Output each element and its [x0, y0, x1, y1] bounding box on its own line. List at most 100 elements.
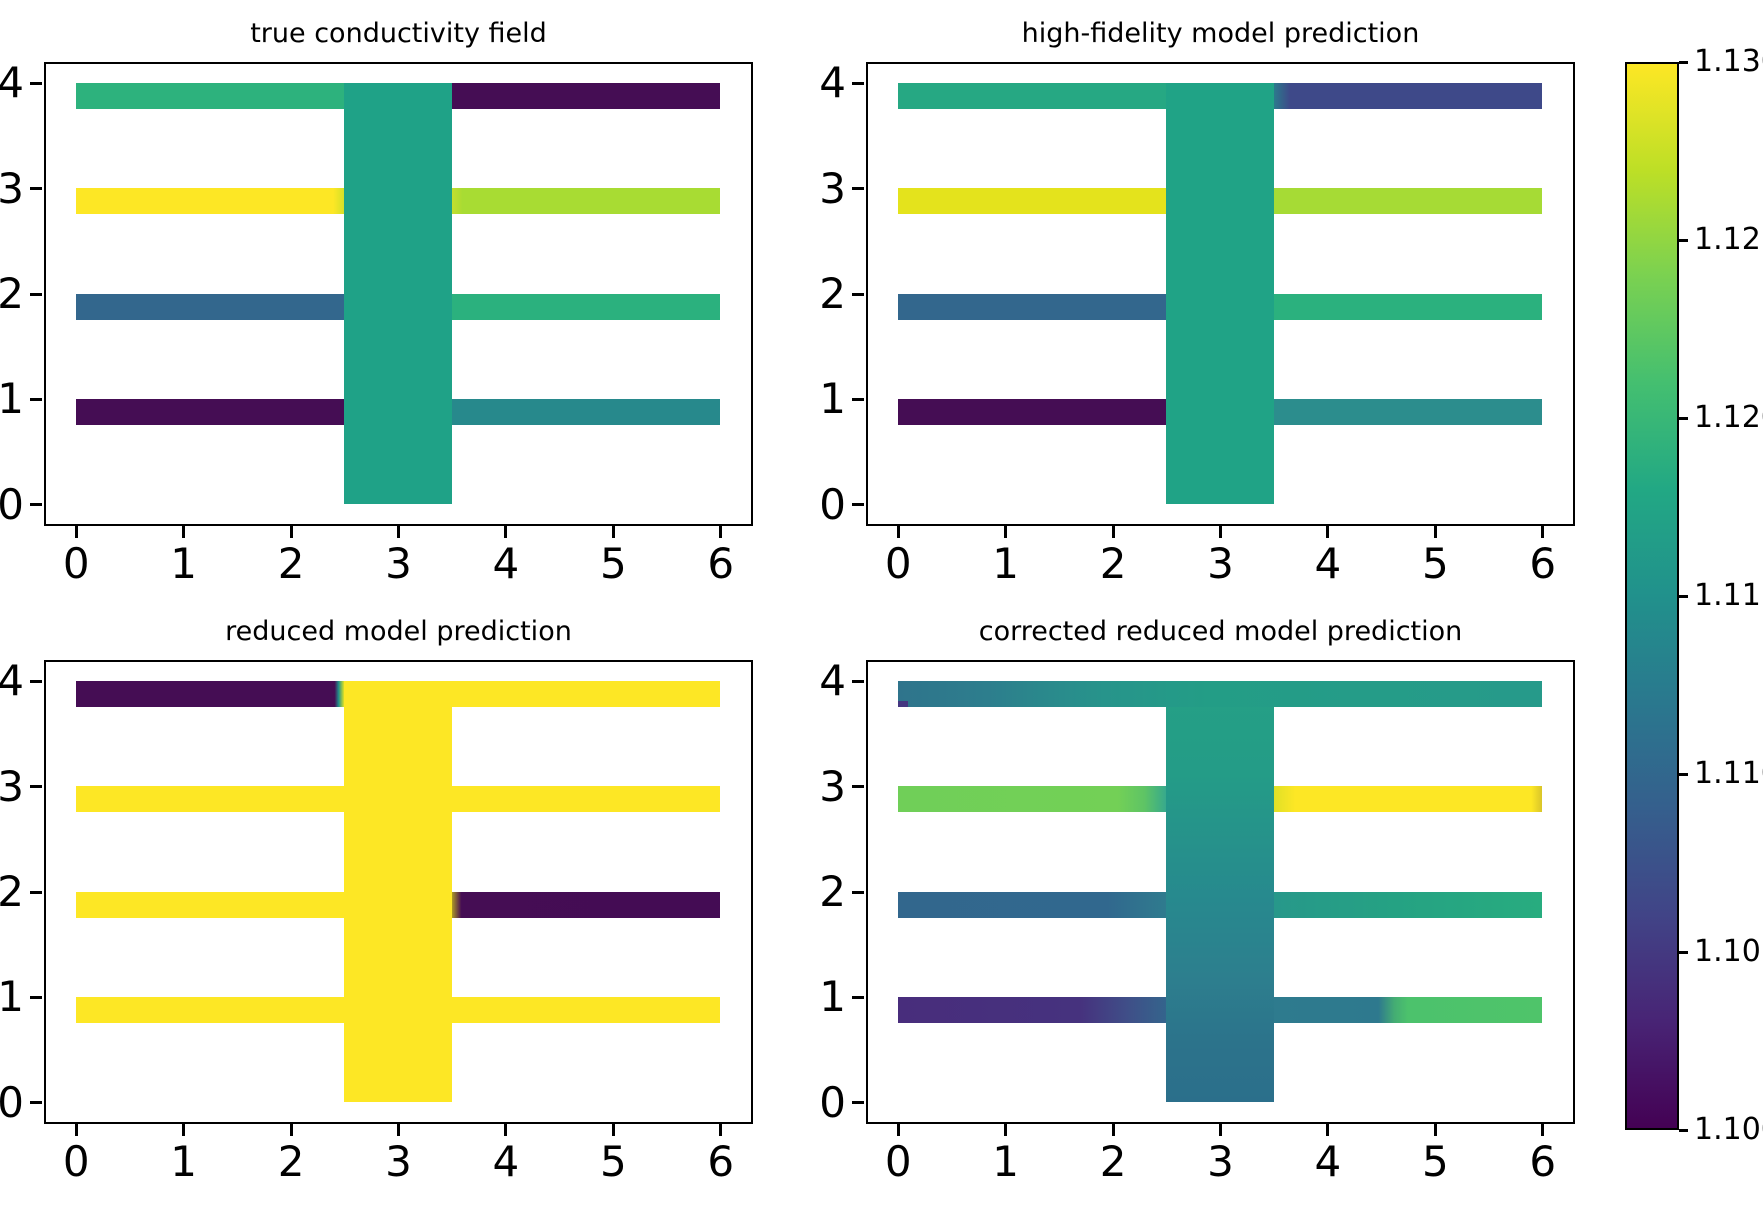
- field-segment-y4-right: [451, 82, 721, 109]
- y-tick-label: 4: [819, 58, 846, 108]
- x-tick: [611, 526, 615, 538]
- y-tick: [852, 397, 864, 401]
- x-tick-label: 0: [884, 1137, 912, 1186]
- x-tick-label: 6: [707, 539, 735, 588]
- field-segment-y4-left: [75, 680, 345, 707]
- x-tick: [1326, 1124, 1330, 1136]
- x-tick: [397, 526, 400, 538]
- field-segment-vertical-channel: [1166, 680, 1274, 1103]
- field-segment-y2-right: [451, 891, 721, 918]
- x-tick-label: 4: [1314, 1137, 1342, 1186]
- y-tick: [30, 1101, 42, 1105]
- x-tick-label: 4: [1314, 539, 1342, 588]
- x-tick: [1004, 526, 1008, 538]
- x-tick-label: 4: [492, 1137, 520, 1186]
- x-tick-label: 2: [277, 1137, 305, 1186]
- x-tick-label: 0: [62, 1137, 90, 1186]
- field-segment-y1-right: [1273, 398, 1543, 426]
- x-tick: [1219, 1124, 1222, 1136]
- x-tick: [1111, 526, 1115, 538]
- x-tick-label: 2: [277, 539, 305, 588]
- x-tick-label: 0: [884, 539, 912, 588]
- y-tick: [852, 187, 864, 191]
- y-tick: [852, 785, 864, 789]
- field-segment-y3-full: [75, 786, 721, 813]
- x-tick: [182, 1124, 186, 1136]
- x-tick-label: 1: [170, 539, 197, 588]
- field-segment-y2-left: [897, 891, 1167, 918]
- plot-area-corrected-reduced: [866, 660, 1575, 1124]
- colorbar-tick: [1679, 772, 1688, 776]
- x-tick-label: 3: [385, 539, 412, 588]
- x-tick-label: 2: [1099, 539, 1127, 588]
- colorbar-tick-label: 1.115: [1694, 578, 1763, 613]
- field-segment-y3-left: [75, 188, 345, 215]
- x-tick: [1433, 526, 1437, 538]
- x-tick-label: 4: [492, 539, 520, 588]
- x-tick: [74, 526, 78, 538]
- y-tick-label: 2: [819, 867, 846, 916]
- field-segment-y1-left: [897, 398, 1167, 426]
- field-segment-vertical-channel: [344, 82, 452, 505]
- x-tick-label: 3: [1207, 539, 1234, 588]
- field-segment-y2-right: [1273, 891, 1543, 918]
- y-tick-label: 1: [819, 972, 846, 1022]
- y-tick: [852, 81, 864, 85]
- x-tick-label: 5: [1421, 539, 1449, 588]
- y-tick: [30, 890, 42, 894]
- y-tick-label: 1: [819, 374, 846, 424]
- y-tick: [852, 679, 864, 683]
- plot-title-corrected-reduced: corrected reduced model prediction: [978, 616, 1463, 647]
- y-tick: [30, 995, 42, 999]
- y-tick-label: 3: [0, 163, 24, 213]
- field-segment-y4-right: [1273, 82, 1543, 109]
- x-tick: [1219, 526, 1222, 538]
- y-tick-label: 4: [819, 656, 846, 706]
- y-tick: [852, 995, 864, 999]
- plot-title-high-fidelity: high-fidelity model prediction: [1021, 18, 1420, 49]
- y-tick-label: 2: [0, 867, 24, 916]
- y-tick-label: 0: [819, 479, 846, 529]
- field-segment-y1-full: [75, 996, 721, 1024]
- field-segment-vertical-channel: [1166, 82, 1274, 505]
- y-tick-label: 3: [819, 163, 846, 213]
- y-tick-label: 1: [0, 374, 24, 424]
- field-segment-y3-right: [451, 188, 721, 215]
- x-tick: [1326, 526, 1330, 538]
- y-tick-label: 4: [0, 58, 24, 108]
- y-tick: [30, 397, 42, 401]
- colorbar-tick-label: 1.105: [1694, 934, 1763, 969]
- plot-area-high-fidelity: [866, 62, 1575, 526]
- x-tick: [1433, 1124, 1437, 1136]
- colorbar-tick-label: 1.110: [1694, 756, 1763, 791]
- x-tick: [611, 1124, 615, 1136]
- x-tick: [896, 526, 900, 538]
- colorbar-tick-label: 1.100: [1694, 1112, 1763, 1147]
- x-tick: [504, 1124, 508, 1136]
- y-tick: [852, 890, 864, 894]
- x-tick: [1004, 1124, 1008, 1136]
- x-tick: [397, 1124, 400, 1136]
- plot-area-true-conductivity: [44, 62, 753, 526]
- y-tick: [30, 81, 42, 85]
- x-tick: [1541, 526, 1545, 538]
- field-segment-y4-right: [451, 680, 721, 707]
- colorbar-tick: [1679, 594, 1688, 598]
- plot-area-reduced: [44, 660, 753, 1124]
- y-tick: [30, 503, 42, 507]
- field-segment-y4-left: [897, 82, 1167, 109]
- x-tick: [1111, 1124, 1115, 1136]
- y-tick-label: 1: [0, 972, 24, 1022]
- x-tick: [182, 526, 186, 538]
- x-tick-label: 1: [992, 539, 1019, 588]
- field-segment-y1-left: [75, 398, 345, 426]
- colorbar-tick: [1679, 1128, 1688, 1132]
- field-segment-y2-left: [75, 891, 345, 918]
- field-segment-y3-left: [897, 188, 1167, 215]
- field-segment-y2-left: [897, 293, 1167, 320]
- field-segment-y2-right: [451, 293, 721, 320]
- x-tick-label: 5: [1421, 1137, 1449, 1186]
- x-tick-label: 6: [1529, 1137, 1557, 1186]
- colorbar-tick: [1679, 416, 1688, 420]
